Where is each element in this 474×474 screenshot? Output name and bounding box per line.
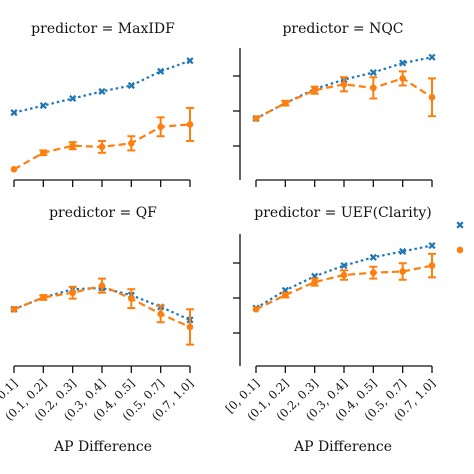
panel-title: predictor = MaxIDF xyxy=(31,21,175,37)
data-point xyxy=(428,262,436,269)
x-marker-stroke xyxy=(340,262,348,270)
x-marker-stroke xyxy=(456,221,464,229)
x-marker-stroke xyxy=(186,57,194,65)
data-point xyxy=(128,295,135,302)
data-point xyxy=(69,142,76,149)
data-point xyxy=(10,109,18,117)
data-point xyxy=(98,282,106,289)
panel-maxidf: predictor = MaxIDF xyxy=(10,21,194,181)
data-point xyxy=(282,99,289,107)
x-marker-stroke xyxy=(369,68,377,77)
x-axis-label: AP Difference xyxy=(53,439,152,455)
data-point xyxy=(157,123,164,131)
legend-marker-x xyxy=(456,221,464,229)
x-axis-label: AP Difference xyxy=(293,439,392,455)
data-point xyxy=(399,59,407,67)
x-marker-stroke xyxy=(399,59,407,67)
data-point xyxy=(399,75,406,82)
data-point xyxy=(311,278,318,286)
x-marker-stroke xyxy=(428,241,436,250)
data-point xyxy=(340,262,348,270)
series-line xyxy=(13,59,191,114)
data-point xyxy=(98,87,106,95)
data-point xyxy=(428,53,436,61)
data-point xyxy=(186,323,194,331)
x-marker-stroke xyxy=(428,53,436,61)
panel-title: predictor = UEF(Clarity) xyxy=(254,205,432,221)
data-point xyxy=(39,101,47,110)
x-marker-stroke xyxy=(127,81,135,90)
data-point xyxy=(428,94,436,101)
x-marker-stroke xyxy=(10,109,18,117)
data-point xyxy=(69,94,77,103)
data-point xyxy=(40,149,47,157)
data-point xyxy=(157,310,164,318)
data-point xyxy=(399,268,406,275)
data-point xyxy=(10,165,18,173)
data-point xyxy=(40,294,47,301)
data-point xyxy=(186,121,194,128)
data-point xyxy=(399,247,407,256)
legend-marker-series-1 xyxy=(456,221,464,229)
data-point xyxy=(252,115,260,122)
data-point xyxy=(370,84,377,92)
x-marker-stroke xyxy=(98,87,106,95)
panel-nqc: predictor = NQC xyxy=(233,21,436,181)
data-point xyxy=(340,81,348,88)
data-point xyxy=(252,305,260,313)
data-point xyxy=(157,67,165,75)
data-point xyxy=(127,81,135,90)
data-point xyxy=(369,253,377,261)
data-point xyxy=(428,241,436,250)
data-point xyxy=(282,291,289,299)
panel-title: predictor = NQC xyxy=(282,21,403,37)
plot-area xyxy=(10,57,194,173)
data-point xyxy=(369,68,377,77)
data-point xyxy=(128,140,135,147)
data-point xyxy=(370,269,377,276)
x-marker-stroke xyxy=(369,253,377,261)
data-point xyxy=(69,289,76,297)
panel-title: predictor = QF xyxy=(49,205,157,221)
x-marker-stroke xyxy=(39,101,47,110)
plot-area xyxy=(252,53,436,123)
data-point xyxy=(311,86,318,94)
plot-area xyxy=(252,241,436,313)
plot-area xyxy=(10,277,194,346)
x-marker-stroke xyxy=(157,67,165,75)
legend-marker-series-2 xyxy=(456,246,464,254)
x-marker-stroke xyxy=(399,247,407,256)
x-marker-stroke xyxy=(69,94,77,103)
data-point xyxy=(98,143,106,151)
legend xyxy=(456,221,464,254)
legend-marker-circle xyxy=(456,246,464,254)
data-point xyxy=(10,305,18,313)
data-point xyxy=(340,271,348,279)
data-point xyxy=(186,57,194,65)
